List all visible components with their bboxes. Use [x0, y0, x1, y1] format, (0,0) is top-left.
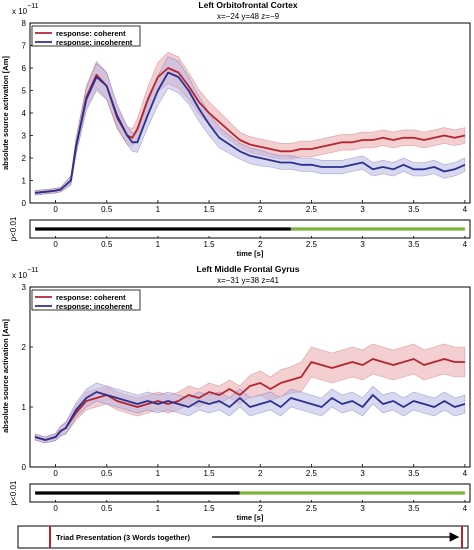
significance-frame	[29, 219, 471, 239]
x-tick-label: 1	[156, 469, 161, 478]
y-tick-label: 3	[22, 283, 27, 292]
x-axis-label: time [s]	[237, 249, 264, 258]
x-tick-label: 3	[360, 240, 365, 249]
legend-box	[31, 25, 141, 47]
x-tick-label: 0.5	[101, 240, 113, 249]
x-tick-label: 0.5	[101, 469, 113, 478]
plot-area: 0 0.5 1 1.5 2 2.5 3 3.5 4 0 1 2 3	[22, 283, 471, 478]
x-tick-label: 2.5	[306, 504, 318, 513]
legend-box	[31, 289, 141, 311]
x-tick-label: 3	[360, 469, 365, 478]
x-tick-label: 1.5	[204, 240, 216, 249]
chart-panel-middle-frontal: Left Middle Frontal Gyrus x=−31 y=38 z=4…	[1, 264, 471, 522]
y-axis-label: absolute source activation [Am]	[1, 319, 10, 433]
x-tick-label: 1.5	[204, 205, 216, 214]
x-tick-label: 3	[360, 205, 365, 214]
confidence-band-1	[34, 56, 466, 196]
significance-panel: 0 0.5 1 1.5 2 2.5 3 3.5 4 p<0.01 time [s]	[9, 216, 471, 258]
x-tick-label: 4	[463, 469, 468, 478]
confidence-band-0	[34, 343, 466, 444]
y-tick-label: 1	[22, 177, 27, 186]
x-tick-label: 2	[258, 205, 263, 214]
y-tick-label: 3	[22, 132, 27, 141]
y-tick-label: 5	[22, 87, 27, 96]
x-tick-label: 2.5	[306, 240, 318, 249]
x-tick-label: 0.5	[101, 205, 113, 214]
x-tick-label: 1	[156, 240, 161, 249]
x-tick-label: 1	[156, 504, 161, 513]
y-tick-label: 2	[22, 343, 27, 352]
y-tick-label: 4	[22, 109, 27, 118]
y-tick-label: 7	[22, 42, 27, 51]
x-tick-label: 1	[156, 205, 161, 214]
x-tick-label: 0	[53, 469, 58, 478]
significance-frame	[29, 483, 471, 503]
y-tick-label: 6	[22, 64, 27, 73]
x-tick-label: 3.5	[408, 504, 420, 513]
y-tick-label: 8	[22, 19, 27, 28]
chart-panel-orbitofrontal: Left Orbitofrontal Cortex x=−24 y=48 z=−…	[1, 0, 471, 258]
axes-frame	[29, 22, 471, 204]
x-tick-label: 0	[53, 240, 58, 249]
x-tick-label: 4	[463, 205, 468, 214]
y-tick-label: 0	[22, 463, 27, 472]
x-tick-label: 0	[53, 504, 58, 513]
x-tick-label: 0.5	[101, 504, 113, 513]
chart-subtitle: x=−24 y=48 z=−9	[217, 12, 280, 21]
y-exponent: x 10−11	[12, 3, 39, 16]
series-line-1	[34, 391, 466, 441]
legend-label: response: coherent	[56, 293, 126, 302]
x-tick-label: 2	[258, 504, 263, 513]
chart-subtitle: x=−31 y=38 z=41	[217, 276, 279, 285]
x-tick-label: 3.5	[408, 205, 420, 214]
significance-label: p<0.01	[9, 216, 18, 241]
x-tick-label: 1.5	[204, 504, 216, 513]
chart-title: Left Orbitofrontal Cortex	[198, 0, 297, 10]
x-tick-label: 3.5	[408, 469, 420, 478]
y-tick-label: 2	[22, 154, 27, 163]
confidence-band-1	[34, 382, 466, 444]
series-line-0	[35, 67, 466, 194]
x-tick-label: 2.5	[306, 469, 318, 478]
significance-panel: 0 0.5 1 1.5 2 2.5 3 3.5 4 p<0.01 time [s]	[9, 480, 471, 522]
series-line-1	[35, 71, 466, 194]
x-tick-label: 1.5	[204, 469, 216, 478]
x-tick-label: 3.5	[408, 240, 420, 249]
x-tick-label: 4	[463, 504, 468, 513]
trial-timeline: Triad Presentation (3 Words together)	[17, 525, 469, 549]
x-tick-label: 4	[463, 240, 468, 249]
timeline-frame	[17, 525, 469, 549]
x-tick-label: 3	[360, 504, 365, 513]
timeline-label: Triad Presentation (3 Words together)	[56, 533, 191, 542]
x-tick-label: 2.5	[306, 205, 318, 214]
y-axis-label: absolute source activation [Am]	[1, 56, 10, 170]
x-tick-label: 2	[258, 469, 263, 478]
chart-title: Left Middle Frontal Gyrus	[197, 264, 300, 274]
x-axis-label: time [s]	[237, 513, 264, 522]
y-tick-label: 0	[22, 199, 27, 208]
x-tick-label: 0	[53, 205, 58, 214]
legend-label: response: incoherent	[56, 38, 133, 47]
axes-frame	[29, 286, 471, 468]
significance-label: p<0.01	[9, 480, 18, 505]
y-tick-label: 1	[22, 403, 27, 412]
series-line-0	[34, 358, 465, 441]
legend-label: response: incoherent	[56, 302, 133, 311]
plot-area: 0 0.5 1 1.5 2 2.5 3 3.5 4 0 1 2 3 4 5 6 7 8	[22, 19, 471, 214]
legend-label: response: coherent	[56, 29, 126, 38]
y-exponent: x 10−11	[12, 267, 39, 280]
x-tick-label: 2	[258, 240, 263, 249]
